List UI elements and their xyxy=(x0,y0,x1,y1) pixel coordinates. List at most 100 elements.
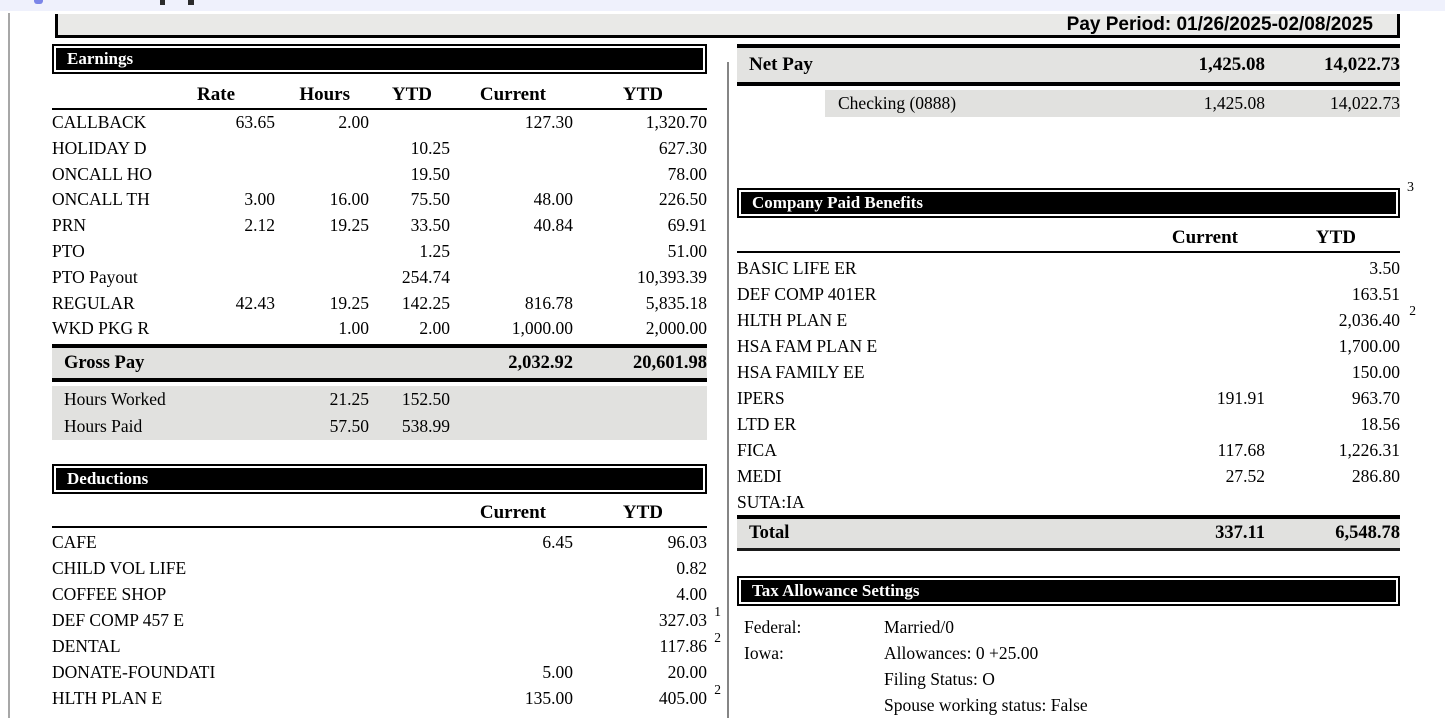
benefits-total-current: 337.11 xyxy=(1215,523,1265,543)
tax-setting-value: Married/0 xyxy=(884,617,954,637)
favicon-fragment-icon xyxy=(34,0,43,4)
earning-ytd: 51.00 xyxy=(667,240,707,261)
hours-ytd-value: 152.50 xyxy=(401,389,450,409)
tax-allowance-rows: Federal: Married/0 Iowa: Allowances: 0 +… xyxy=(737,614,1400,718)
text-fragment xyxy=(160,0,165,5)
benefit-row: BASIC LIFE ER 3.50 xyxy=(737,255,1400,281)
deduction-label: DENTAL xyxy=(52,636,121,656)
benefits-column-headers: Current YTD xyxy=(737,226,1400,253)
earning-rate: 42.43 xyxy=(235,292,275,313)
tax-allowance-section-header: Tax Allowance Settings xyxy=(737,576,1400,606)
benefit-ytd: 2,036.40 xyxy=(1338,310,1400,330)
earning-label: PTO xyxy=(52,240,85,261)
earning-current: 1,000.00 xyxy=(511,318,573,339)
earning-label: PRN xyxy=(52,215,87,236)
benefits-rows: BASIC LIFE ER 3.50 DEF COMP 401ER 163.51… xyxy=(737,255,1416,515)
tax-allowance-row: Iowa: Allowances: 0 +25.00 xyxy=(737,640,1400,666)
deduction-label: DONATE-FOUNDATI xyxy=(52,662,216,682)
benefit-label: HSA FAM PLAN E xyxy=(737,336,878,356)
deduction-note-superscript: 2 xyxy=(714,630,721,645)
earning-ytd-hours: 142.25 xyxy=(401,292,450,313)
earning-ytd: 78.00 xyxy=(667,163,707,184)
deduction-ytd: 405.00 xyxy=(658,688,707,708)
deduction-row: CHILD VOL LIFE 0.82 xyxy=(52,555,707,581)
benefit-ytd: 286.80 xyxy=(1351,466,1400,486)
benefit-note-superscript: 2 xyxy=(1409,303,1416,318)
earnings-col-hours: Hours xyxy=(299,84,350,105)
page-left-edge xyxy=(8,13,10,718)
benefit-ytd: 18.56 xyxy=(1360,414,1400,434)
deduction-current: 135.00 xyxy=(524,688,573,708)
earning-ytd-hours: 1.25 xyxy=(419,240,450,261)
deduction-ytd: 327.03 xyxy=(658,610,707,630)
earnings-col-ytd-hours: YTD xyxy=(391,84,432,105)
deduction-label: DEF COMP 457 E xyxy=(52,610,185,630)
earning-hours: 19.25 xyxy=(329,215,369,236)
deduction-label: HSA FAMILY EE xyxy=(52,711,180,718)
earning-rate: 2.12 xyxy=(244,215,275,236)
benefit-row: MEDI 27.52 286.80 xyxy=(737,463,1400,489)
deduction-label: COFFEE SHOP xyxy=(52,584,167,604)
earnings-row: ONCALL TH 3.00 16.00 75.50 48.00 226.50 xyxy=(52,187,707,213)
tax-setting-value: Spouse working status: False xyxy=(884,695,1088,715)
deduction-current: 6.45 xyxy=(542,532,573,552)
benefit-current: 117.68 xyxy=(1217,440,1265,460)
earnings-row: WKD PKG R 1.00 2.00 1,000.00 2,000.00 xyxy=(52,316,707,342)
hours-summary-row: Hours Worked 21.25 152.50 xyxy=(52,386,707,413)
account-ytd: 14,022.73 xyxy=(1330,93,1400,113)
benefit-ytd: 1,700.00 xyxy=(1338,336,1400,356)
deductions-column-headers: Current YTD xyxy=(52,502,707,528)
earning-ytd: 5,835.18 xyxy=(645,292,707,313)
benefit-current: 191.91 xyxy=(1216,388,1265,408)
deductions-col-current: Current xyxy=(479,502,546,523)
earning-label: PTO Payout xyxy=(52,266,138,287)
earning-label: ONCALL TH xyxy=(52,189,150,210)
deduction-label: CAFE xyxy=(52,532,97,552)
hours-label: Hours Worked xyxy=(64,389,166,409)
deduction-row: DEF COMP 457 E 327.03 1 xyxy=(52,604,721,633)
earnings-section-header: Earnings xyxy=(52,44,707,74)
earning-label: WKD PKG R xyxy=(52,318,150,339)
deduction-label: CHILD VOL LIFE xyxy=(52,558,187,578)
net-pay-label: Net Pay xyxy=(749,54,813,75)
deduction-ytd: 4.00 xyxy=(676,584,707,604)
deductions-col-ytd: YTD xyxy=(622,502,663,523)
earning-rate: 3.00 xyxy=(244,189,275,210)
benefit-row: LTD ER 18.56 xyxy=(737,411,1400,437)
benefit-label: BASIC LIFE ER xyxy=(737,258,857,278)
pay-period-header: Pay Period: 01/26/2025-02/08/2025 xyxy=(55,14,1400,38)
benefit-label: HLTH PLAN E xyxy=(737,310,848,330)
benefit-label: DEF COMP 401ER xyxy=(737,284,877,304)
benefit-ytd: 3.50 xyxy=(1369,258,1400,278)
pay-period-label: Pay Period: 01/26/2025-02/08/2025 xyxy=(1066,14,1373,35)
deduction-ytd: 20.00 xyxy=(667,662,707,682)
tax-jurisdiction-label: Iowa: xyxy=(744,643,784,663)
hours-summary-row: Hours Paid 57.50 538.99 xyxy=(52,413,707,440)
earning-label: ONCALL HO xyxy=(52,163,152,184)
earning-current: 48.00 xyxy=(533,189,573,210)
hours-value: 57.50 xyxy=(329,416,369,436)
deductions-section-header: Deductions xyxy=(52,464,707,494)
net-pay-row: Net Pay 1,425.08 14,022.73 xyxy=(737,44,1400,86)
benefit-ytd: 150.00 xyxy=(1351,362,1400,382)
tax-allowance-row: Filing Status: O xyxy=(737,666,1400,692)
deduction-row: DONATE-FOUNDATI 5.00 20.00 xyxy=(52,659,707,685)
account-label: Checking (0888) xyxy=(838,93,957,113)
benefit-row: FICA 117.68 1,226.31 xyxy=(737,437,1400,463)
earning-label: CALLBACK xyxy=(52,112,147,132)
benefits-total-ytd: 6,548.78 xyxy=(1335,523,1400,543)
benefit-label: LTD ER xyxy=(737,414,797,434)
benefits-col-current: Current xyxy=(1171,227,1238,248)
earnings-col-rate: Rate xyxy=(197,84,235,105)
column-divider xyxy=(727,62,729,718)
gross-pay-ytd: 20,601.98 xyxy=(633,353,707,373)
deduction-ytd: 0.82 xyxy=(676,558,707,578)
deduction-ytd: 300.00 xyxy=(659,711,707,718)
benefit-row: IPERS 191.91 963.70 xyxy=(737,385,1400,411)
tax-allowance-row: Federal: Married/0 xyxy=(737,614,1400,640)
tax-allowance-row: Spouse working status: False xyxy=(737,692,1400,718)
earning-ytd-hours: 10.25 xyxy=(410,137,450,158)
benefit-row: HSA FAM PLAN E 1,700.00 xyxy=(737,333,1400,359)
earning-ytd: 69.91 xyxy=(667,215,707,236)
gross-pay-label: Gross Pay xyxy=(64,353,145,373)
